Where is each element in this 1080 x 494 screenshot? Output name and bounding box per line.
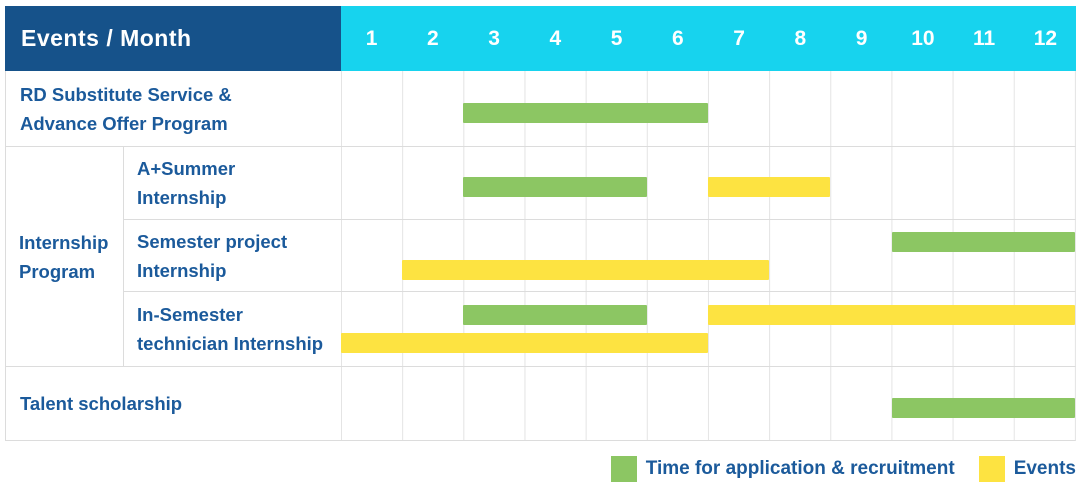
application-recruitment-bar <box>891 397 1075 418</box>
row-label-line: Advance Offer Program <box>20 112 228 134</box>
application-recruitment-bar <box>463 177 647 198</box>
event-bar <box>708 177 831 198</box>
month-label: 8 <box>794 26 807 50</box>
table-title: Events / Month <box>21 25 192 51</box>
timeline-a-plus-summer-internship <box>341 147 1076 220</box>
events-month-table: Events / Month 1 2 3 4 5 6 7 8 9 10 11 12 RD Substi… <box>5 6 1076 441</box>
row-label-semester-project-internship: Semester project Internship <box>124 220 341 292</box>
timeline-talent-scholarship <box>341 367 1076 441</box>
row-label-line: Talent scholarship <box>20 393 183 414</box>
month-label: 2 <box>427 26 439 50</box>
event-bar <box>341 333 708 354</box>
month-label: 11 <box>973 26 996 50</box>
row-label-line: RD Substitute Service & <box>20 83 232 105</box>
table-title-cell: Events / Month <box>5 6 341 71</box>
month-label: 9 <box>855 26 868 50</box>
application-recruitment-bar <box>891 232 1075 253</box>
row-label-line: Internship <box>137 259 227 281</box>
month-label: 12 <box>1033 26 1058 50</box>
month-label: 5 <box>610 26 623 50</box>
month-label: 6 <box>672 26 684 50</box>
row-label-talent-scholarship: Talent scholarship <box>5 367 341 441</box>
timeline-in-semester-technician-internship <box>341 292 1076 367</box>
month-label: 3 <box>488 26 500 50</box>
row-label-line: A+Summer <box>137 158 236 179</box>
month-label: 1 <box>365 26 378 50</box>
legend: Time for application & recruitment Events <box>610 456 1076 482</box>
month-label: 4 <box>549 26 562 50</box>
legend-item: Events <box>978 456 1076 482</box>
application-recruitment-bar <box>463 102 708 123</box>
legend-label: Events <box>1013 458 1076 479</box>
green-legend-swatch <box>610 456 637 482</box>
application-recruitment-bar <box>463 304 647 325</box>
event-bar <box>402 259 770 280</box>
yellow-legend-swatch <box>978 456 1005 482</box>
legend-item: Time for application & recruitment <box>610 456 955 482</box>
row-label-line: Semester project <box>137 230 288 252</box>
row-label-line: technician Internship <box>137 333 324 354</box>
month-label: 10 <box>911 26 935 50</box>
group-label-internship-program: Internship Program <box>5 147 124 367</box>
row-label-line: In-Semester <box>137 304 243 325</box>
event-bar <box>708 304 1075 325</box>
month-header-row: 1 2 3 4 5 6 7 8 9 10 11 12 <box>341 6 1076 71</box>
row-label-a-plus-summer-internship: A+Summer Internship <box>124 147 341 220</box>
timeline-semester-project-internship <box>341 220 1076 292</box>
month-label: 7 <box>733 26 745 50</box>
row-label-line: Internship <box>137 187 227 208</box>
timeline-rd-substitute-service <box>341 71 1076 147</box>
row-label-rd-substitute-service: RD Substitute Service & Advance Offer Pro… <box>5 71 341 147</box>
legend-label: Time for application & recruitment <box>645 458 955 479</box>
row-label-in-semester-technician-internship: In-Semester technician Internship <box>124 292 341 367</box>
